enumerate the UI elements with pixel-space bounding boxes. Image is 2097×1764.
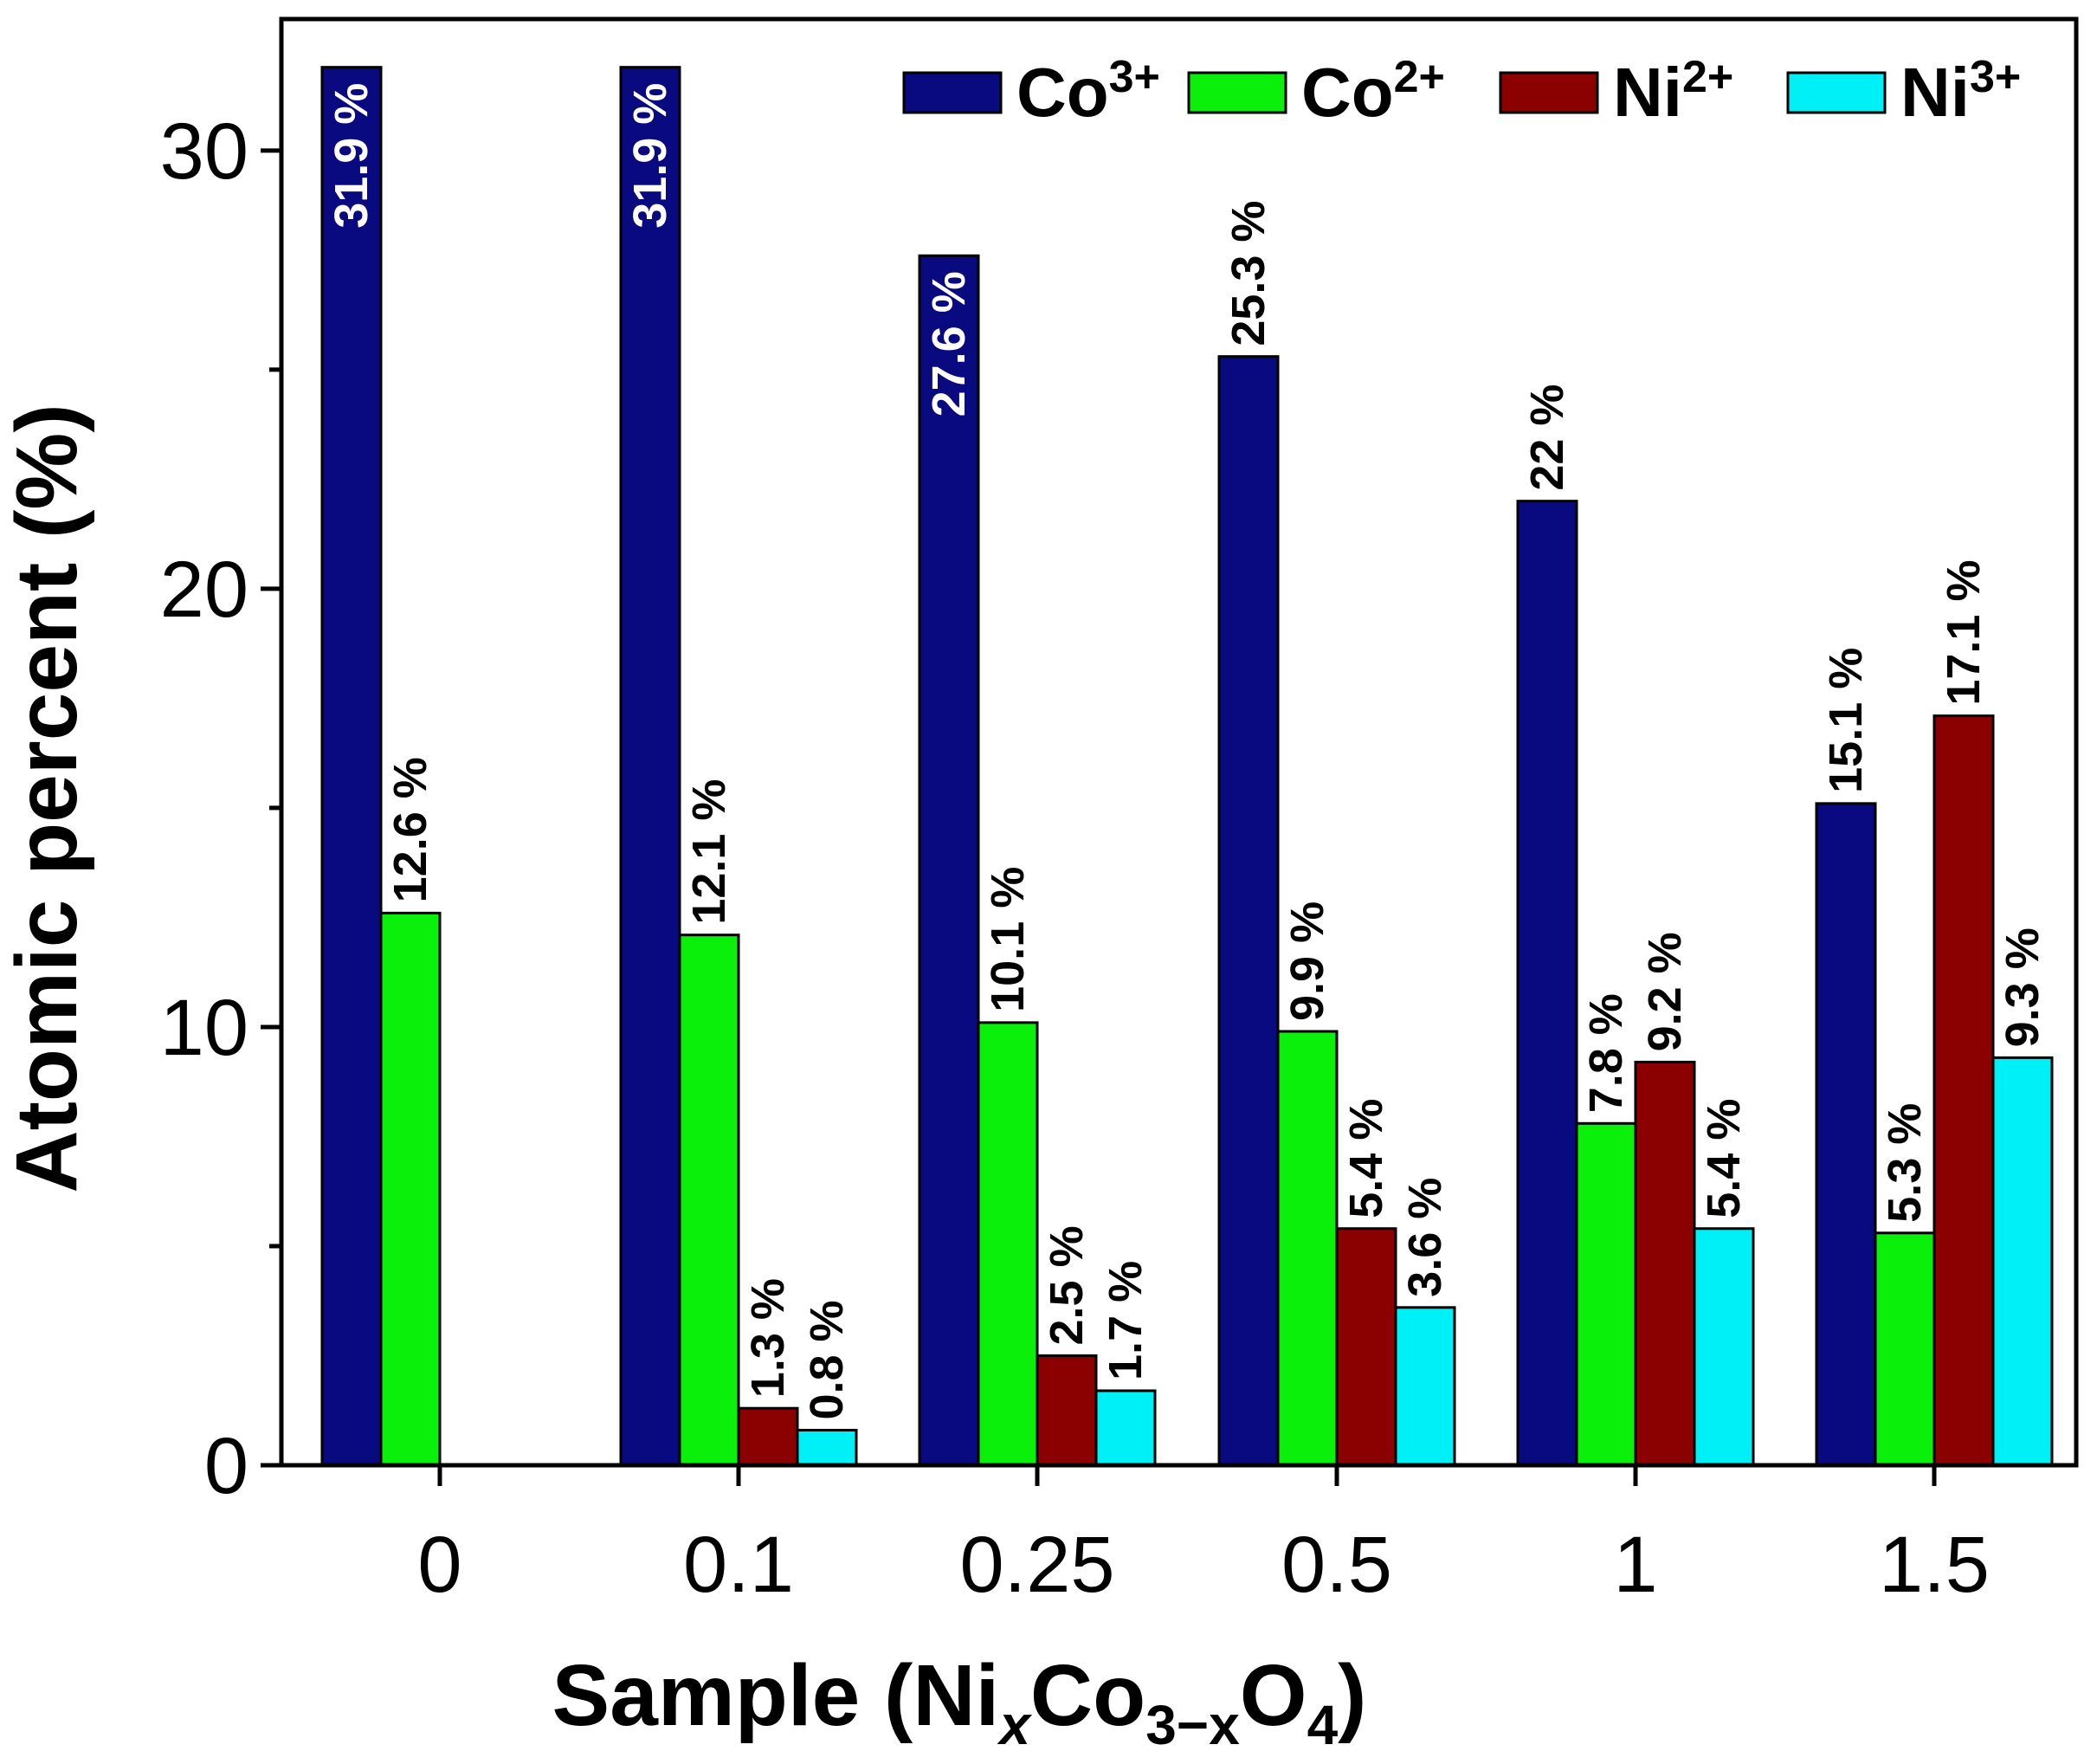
bar-value-label: 5.4 % [1698,1099,1750,1218]
bar-ni-2plus-sample-0.5 [1335,1227,1397,1467]
bar-co-3plus-sample-0.1 [619,66,681,1467]
x-tick-label: 0.1 [683,1521,794,1609]
bar-value-label: 12.1 % [683,779,735,925]
x-axis-title-o: O [1240,1647,1307,1744]
x-axis-title-sub-3x: 3−x [1145,1694,1240,1756]
x-tick-label: 0.25 [959,1521,1114,1609]
x-axis-title-sub-x: x [997,1694,1032,1756]
bar-co-2plus-sample-1.5 [1874,1231,1936,1467]
bar-co-2plus-sample-0.25 [977,1021,1039,1467]
bar-value-label: 9.3 % [1997,927,2049,1047]
y-tick-label: 30 [160,107,248,196]
bar-co-2plus-sample-1 [1575,1121,1637,1467]
bar-ni-3plus-sample-0.1 [796,1429,858,1467]
bar-value-label: 17.1 % [1938,560,1990,706]
bar-value-label: 31.9 % [624,83,676,229]
bar-value-label: 10.1 % [982,867,1034,1012]
bar-co-3plus-sample-1 [1516,500,1578,1467]
x-axis-title-sub-4: 4 [1307,1694,1339,1756]
bar-co-2plus-sample-0 [379,911,442,1467]
y-tick-label: 10 [160,984,248,1072]
legend-swatch-co-3plus [902,71,1003,114]
bar-value-label: 9.2 % [1639,932,1691,1051]
bar-ni-3plus-sample-1.5 [1991,1056,2054,1467]
bar-value-label: 2.5 % [1041,1225,1093,1345]
bar-value-label: 27.6 % [923,271,975,417]
bar-ni-2plus-sample-0.1 [737,1406,799,1467]
bar-co-2plus-sample-0.1 [678,934,740,1467]
legend-label-co-2plus: Co2+ [1301,52,1445,131]
legend-label-co-3plus: Co3+ [1016,52,1160,131]
bar-value-label: 22 % [1521,384,1573,491]
bar-co-3plus-sample-0.5 [1217,355,1280,1467]
bar-ni-3plus-sample-0.25 [1094,1389,1157,1467]
x-axis-title-main: Sample (Ni [552,1647,1000,1744]
bar-value-label: 1.3 % [742,1278,794,1398]
bar-ni-3plus-sample-1 [1693,1227,1755,1467]
bar-value-label: 5.4 % [1340,1099,1392,1218]
bars-layer [320,66,2054,1467]
axes-layer: 0 10 20 30 0 0.1 0.25 0.5 1 1.5 [160,16,2079,1609]
bar-value-label: 15.1 % [1820,648,1872,793]
x-tick-label: 1.5 [1879,1521,1990,1609]
bar-co-2plus-sample-0.5 [1276,1030,1339,1467]
legend-label-ni-2plus: Ni2+ [1613,52,1733,131]
y-tick-label: 20 [160,546,248,634]
y-axis-title: Atomic percent (%) [0,404,95,1192]
x-axis-title: Sample (NixCo3−xO4) [552,1647,1367,1756]
legend-swatch-co-2plus [1187,71,1287,114]
bar-ni-2plus-sample-1 [1634,1060,1696,1467]
bar-value-label: 0.8 % [801,1300,853,1419]
x-tick-label: 0 [417,1521,461,1609]
bar-co-3plus-sample-1.5 [1815,802,1877,1467]
y-tick-label: 0 [204,1422,248,1510]
bar-value-label: 5.3 % [1879,1103,1931,1223]
bar-ni-3plus-sample-0.5 [1394,1306,1456,1467]
bar-ni-2plus-sample-1.5 [1932,714,1995,1467]
bar-value-label: 31.9 % [326,83,377,229]
bar-co-3plus-sample-0 [320,66,383,1467]
bar-value-label: 25.3 % [1223,201,1274,346]
legend-swatch-ni-3plus [1786,71,1887,114]
bar-labels-layer: 31.9 % 31.9 % 27.6 % 25.3 % 22 % 15.1 % 12.6 %… [326,83,2049,1420]
bar-co-3plus-sample-0.25 [918,254,980,1467]
legend-label-ni-3plus: Ni3+ [1900,52,2021,131]
bar-value-label: 1.7 % [1100,1261,1152,1380]
x-axis-title-co: Co [1030,1647,1145,1744]
bar-value-label: 7.8 % [1580,993,1632,1113]
bar-value-label: 9.9 % [1281,901,1333,1021]
bar-value-label: 12.6 % [384,757,436,902]
legend-swatch-ni-2plus [1499,71,1599,114]
plot-frame [279,16,2079,1468]
legend: Co3+ Co2+ Ni2+ Ni3+ [902,52,2021,131]
bar-ni-2plus-sample-0.25 [1036,1354,1098,1467]
x-axis-title-close: ) [1338,1647,1366,1744]
x-tick-label: 1 [1613,1521,1657,1609]
bar-value-label: 3.6 % [1399,1178,1451,1297]
x-tick-label: 0.5 [1281,1521,1392,1609]
